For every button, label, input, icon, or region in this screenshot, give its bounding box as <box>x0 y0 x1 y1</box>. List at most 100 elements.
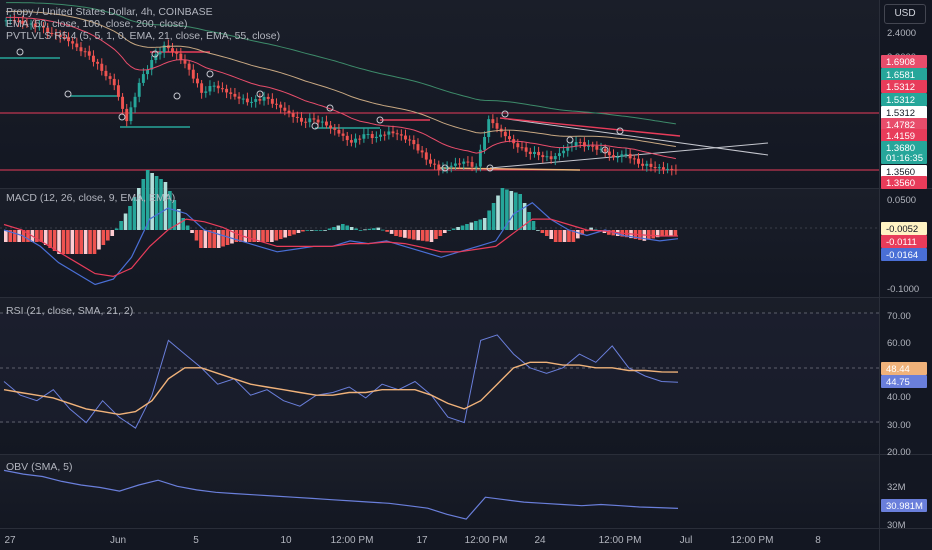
candle-body <box>200 83 204 93</box>
candle-body <box>291 113 295 117</box>
macd-bar <box>482 218 487 230</box>
price-tag-box <box>881 141 927 154</box>
candle-body <box>295 116 299 118</box>
candle-body <box>354 138 358 143</box>
candle-body <box>370 134 374 139</box>
macd-bar <box>465 224 469 230</box>
price-tag-box <box>881 375 927 388</box>
x-tick-label: Jun <box>110 535 126 546</box>
candle-body <box>549 156 553 160</box>
macd-bar <box>500 188 505 230</box>
y-tick-label: 60.00 <box>887 338 911 349</box>
candles <box>4 14 678 176</box>
macd-bar <box>270 230 274 242</box>
macd-bar <box>181 218 186 230</box>
macd-bar <box>88 230 92 254</box>
price-tag-box <box>881 151 927 164</box>
x-tick-label: 10 <box>280 535 292 546</box>
x-tick-label: 12:00 PM <box>731 535 774 546</box>
macd-bar <box>283 230 287 238</box>
macd-legend[interactable]: MACD (12, 26, close, 9, EMA, EMA) <box>6 192 176 204</box>
price-tag-label: 1.4782 <box>886 120 915 131</box>
candle-body <box>225 88 229 93</box>
macd-bar <box>212 230 217 248</box>
price-tag-box <box>881 499 927 512</box>
macd-bar <box>518 194 523 230</box>
ema-legend[interactable]: EMA (50, close, 100, close, 200, close) <box>6 18 188 30</box>
candle-body <box>324 121 328 126</box>
candle-body <box>553 156 557 160</box>
macd-bar <box>474 221 478 230</box>
macd-bar <box>438 230 443 236</box>
candle-body <box>220 88 224 90</box>
macd-bar <box>39 230 44 242</box>
pivot-marker <box>486 164 494 172</box>
pivot-marker <box>376 116 384 124</box>
candle-body <box>545 156 549 158</box>
candle-body <box>12 20 16 22</box>
x-tick-label: 17 <box>416 535 428 546</box>
macd-bar <box>176 209 181 230</box>
macd-bar <box>261 230 265 242</box>
pivot-marker <box>118 113 126 121</box>
pivot-marker <box>601 146 609 154</box>
candle-body <box>75 43 79 48</box>
macd-bar <box>221 230 225 247</box>
candle-body <box>366 134 370 136</box>
candle-body <box>121 96 125 109</box>
macd-bar <box>478 219 483 230</box>
candle-body <box>245 98 249 103</box>
candle-body <box>657 167 661 169</box>
candle-body <box>445 166 449 169</box>
x-tick-label: 12:00 PM <box>331 535 374 546</box>
macd-bar <box>580 230 585 235</box>
pivot-marker <box>64 90 72 98</box>
pvtlvls-legend[interactable]: PVTLVLS R5.4 (5, 5, 1, 0, EMA, 21, close… <box>6 30 281 42</box>
currency-button[interactable]: USD <box>884 4 926 24</box>
macd-bar <box>243 230 248 242</box>
candle-body <box>578 142 582 144</box>
candle-body <box>58 34 62 38</box>
price-tag-label: 01:16:35 <box>886 153 923 164</box>
macd-bar <box>256 230 261 242</box>
candle-body <box>8 20 12 22</box>
macd-bar <box>17 230 21 242</box>
macd-histogram <box>4 170 678 254</box>
macd-bar <box>323 230 327 231</box>
candle-body <box>87 51 91 56</box>
macd-bar <box>318 230 323 231</box>
candle-body <box>391 131 395 134</box>
price-tag-box <box>881 165 927 178</box>
obv-legend[interactable]: OBV (SMA, 5) <box>6 461 73 473</box>
symbol-title[interactable]: Propy / United States Dollar, 4h, COINBA… <box>6 6 213 18</box>
macd-bar <box>509 191 514 230</box>
price-tag-label: 1.5312 <box>886 108 915 119</box>
price-tag-label: 1.5312 <box>886 95 915 106</box>
candle-body <box>100 63 104 71</box>
pivot-marker <box>151 50 159 58</box>
macd-bar <box>354 228 358 230</box>
candle-body <box>416 144 420 151</box>
candle-body <box>146 69 149 75</box>
macd-bar <box>145 170 150 230</box>
candle-body <box>237 96 241 99</box>
x-tick-label: 12:00 PM <box>465 535 508 546</box>
price-tag-label: 1.6581 <box>886 70 915 81</box>
candle-body <box>329 125 333 129</box>
macd-bar <box>385 230 389 232</box>
candle-body <box>533 151 536 155</box>
candle-body <box>612 155 615 158</box>
candle-body <box>408 139 412 141</box>
candle-body <box>441 168 445 170</box>
macd-bar <box>540 230 545 233</box>
candle-body <box>520 147 524 149</box>
candle-body <box>537 151 541 156</box>
macd-bar <box>154 176 159 230</box>
candle-body <box>628 153 632 159</box>
macd-bar <box>327 228 332 230</box>
pivot-marker <box>326 104 334 112</box>
macd-bar <box>105 230 110 241</box>
rsi-legend[interactable]: RSI (21, close, SMA, 21, 2) <box>6 305 134 317</box>
